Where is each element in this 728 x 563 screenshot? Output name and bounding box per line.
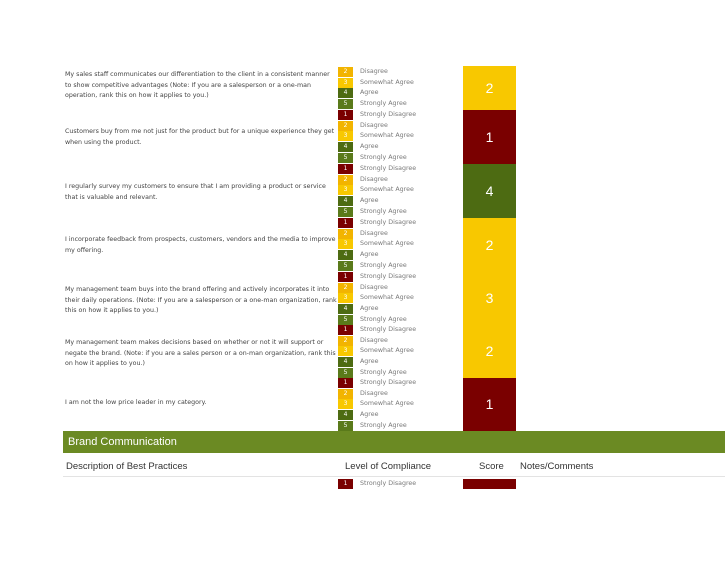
question-text: I incorporate feedback from prospects, c… — [65, 236, 336, 254]
rating-label: Agree — [360, 197, 379, 205]
column-header-description: Description of Best Practices — [66, 461, 188, 472]
rating-number: 2 — [338, 228, 353, 239]
rating-label: Disagree — [360, 336, 388, 344]
rating-label: Somewhat Agree — [360, 132, 414, 140]
rating-number: 1 — [338, 272, 353, 282]
score-cell[interactable]: 1 — [463, 378, 516, 431]
rating-number: 4 — [338, 142, 353, 153]
rating-number: 5 — [338, 367, 353, 378]
rating-label: Somewhat Agree — [360, 400, 414, 408]
rating-number: 1 — [338, 325, 353, 335]
rating-number: 2 — [338, 174, 353, 185]
question-text: My sales staff communicates our differen… — [65, 71, 330, 99]
rating-label: Disagree — [360, 229, 388, 237]
question-text: I am not the low price leader in my cate… — [65, 399, 207, 406]
score-cell[interactable] — [463, 479, 516, 489]
rating-label: Disagree — [360, 283, 388, 291]
rating-number: 4 — [338, 410, 353, 421]
score-cell[interactable]: 2 — [463, 66, 516, 110]
rating-label: Strongly Agree — [360, 421, 407, 429]
rating-number: 1 — [338, 110, 353, 120]
question-text: Customers buy from me not just for the p… — [65, 128, 335, 146]
score-cell[interactable]: 4 — [463, 164, 516, 218]
rating-number: 3 — [338, 185, 353, 196]
rating-number: 2 — [338, 388, 353, 399]
rating-label: Agree — [360, 251, 379, 259]
rating-number: 1 — [338, 479, 353, 489]
rating-number: 2 — [338, 67, 353, 77]
rating-number: 3 — [338, 77, 353, 88]
rating-label: Strongly Agree — [360, 100, 407, 108]
rating-number: 2 — [338, 120, 353, 131]
rating-number: 5 — [338, 314, 353, 325]
rating-label: Agree — [360, 411, 379, 419]
rating-label: Disagree — [360, 121, 388, 129]
rating-number: 3 — [338, 239, 353, 250]
section-header-brand-communication: Brand Communication — [63, 431, 725, 453]
rating-number: 4 — [338, 357, 353, 368]
rating-number: 3 — [338, 131, 353, 142]
rating-label: Somewhat Agree — [360, 347, 414, 355]
rating-number: 3 — [338, 399, 353, 410]
rating-label: Strongly Agree — [360, 368, 407, 376]
rating-number: 4 — [338, 196, 353, 207]
rating-number: 5 — [338, 206, 353, 217]
rating-number: 1 — [338, 378, 353, 388]
rating-label: Somewhat Agree — [360, 78, 414, 86]
rating-number: 2 — [338, 282, 353, 293]
rating-number: 4 — [338, 304, 353, 315]
score-cell[interactable]: 1 — [463, 110, 516, 164]
rating-label: Agree — [360, 305, 379, 313]
rating-label: Agree — [360, 143, 379, 151]
rating-label: Strongly Disagree — [360, 273, 417, 280]
rating-label: Somewhat Agree — [360, 240, 414, 248]
rating-label: Strongly Disagree — [360, 326, 417, 333]
rating-number: 5 — [338, 260, 353, 271]
rating-label: Disagree — [360, 389, 388, 397]
rating-label: Disagree — [360, 175, 388, 183]
rating-label: Strongly Disagree — [360, 219, 417, 226]
rating-label: Strongly Agree — [360, 207, 407, 215]
question-text: My management team buys into the brand o… — [65, 286, 337, 314]
rating-label: Disagree — [360, 68, 388, 75]
rating-number: 4 — [338, 250, 353, 261]
rating-label: Strongly Agree — [360, 315, 407, 323]
rating-number: 5 — [338, 152, 353, 163]
column-header-compliance: Level of Compliance — [345, 461, 432, 472]
rating-label: Strongly Disagree — [360, 480, 417, 487]
rating-number: 4 — [338, 88, 353, 99]
rating-label: Strongly Disagree — [360, 165, 417, 172]
rating-label: Agree — [360, 89, 379, 97]
rating-label: Strongly Agree — [360, 153, 407, 161]
rating-label: Strongly Disagree — [360, 111, 417, 118]
rating-label: Somewhat Agree — [360, 186, 414, 194]
rating-number: 5 — [338, 420, 353, 431]
column-header-notes: Notes/Comments — [520, 461, 594, 472]
rating-number: 1 — [338, 218, 353, 228]
column-header-score: Score — [479, 461, 504, 472]
rating-number: 3 — [338, 293, 353, 304]
rating-number: 5 — [338, 99, 353, 110]
rating-label: Strongly Agree — [360, 261, 407, 269]
rating-number: 2 — [338, 335, 353, 346]
rating-number: 1 — [338, 164, 353, 174]
question-text: I regularly survey my customers to ensur… — [65, 183, 326, 201]
rating-label: Strongly Disagree — [360, 379, 417, 386]
rating-number: 3 — [338, 346, 353, 357]
score-cell[interactable]: 2 — [463, 218, 516, 272]
rating-label: Agree — [360, 358, 379, 366]
question-text: My management team makes decisions based… — [65, 339, 336, 367]
rating-label: Somewhat Agree — [360, 294, 414, 302]
score-cell[interactable]: 2 — [463, 325, 516, 378]
header-divider — [63, 476, 725, 477]
score-cell[interactable]: 3 — [463, 272, 516, 325]
